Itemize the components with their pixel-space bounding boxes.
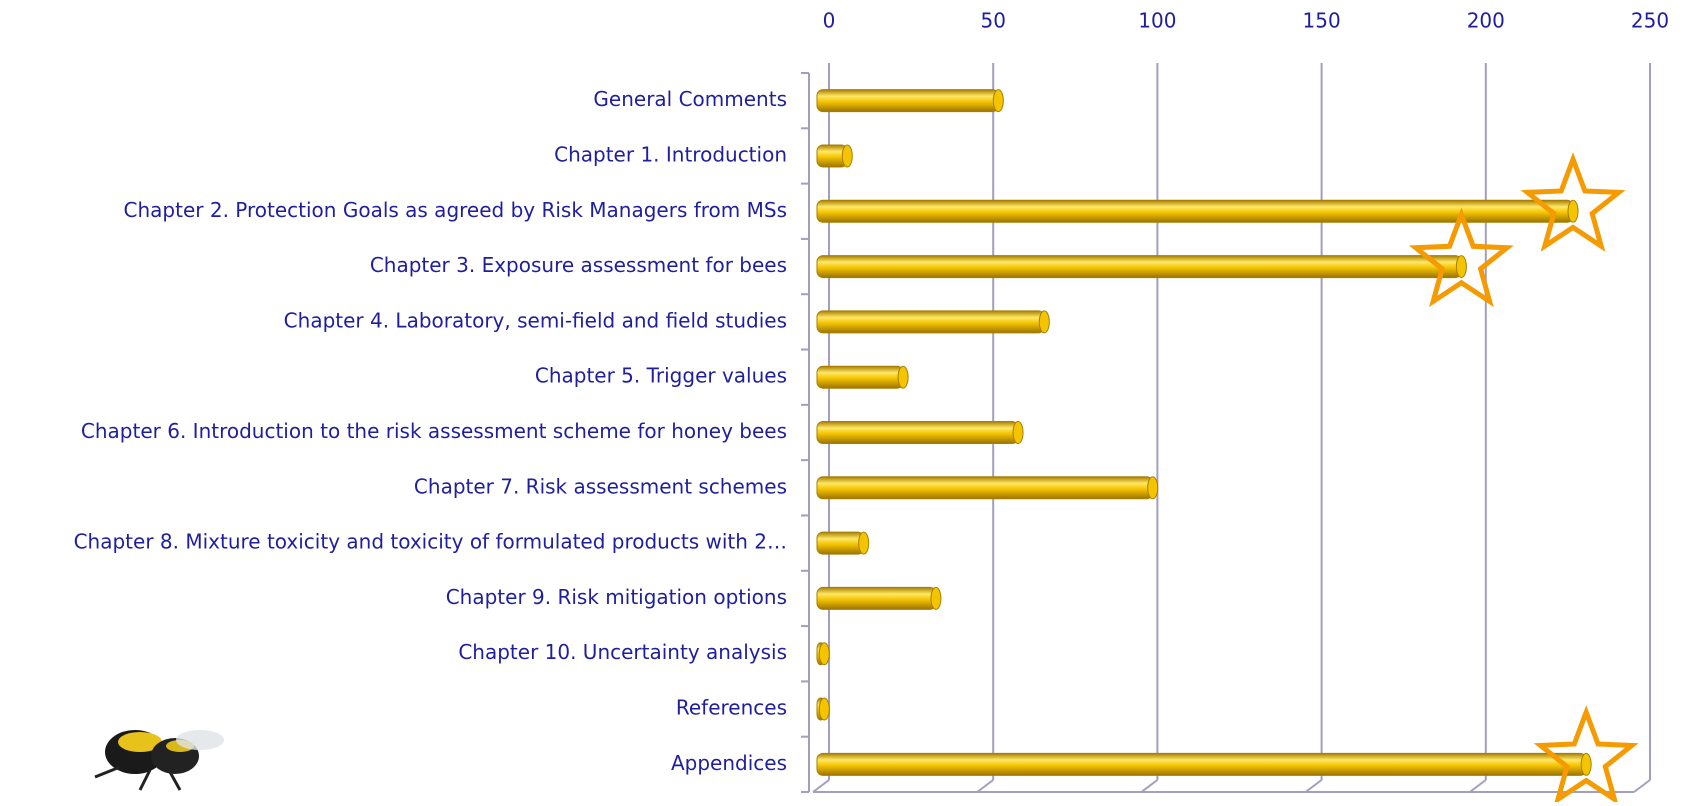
highlight-star [1408,207,1514,308]
highlight-star [1533,705,1639,805]
bar [816,89,999,113]
bar-cap [1147,476,1159,500]
y-tick-label: Appendices [671,751,787,775]
y-tick-label: Chapter 8. Mixture toxicity and toxicity… [74,530,787,554]
tick-mark [976,779,994,793]
bar [816,421,1019,444]
highlight-star [1520,152,1626,252]
y-tick-label: Chapter 6. Introduction to the risk asse… [81,419,787,443]
x-tick-label: 50 [980,9,1005,33]
bar-cap [897,365,909,389]
bar [816,531,865,555]
bar-cap [1580,752,1592,776]
bar-cap [858,531,870,555]
bar-cap [930,586,942,610]
x-tick-label: 200 [1467,9,1505,33]
x-tick-label: 250 [1631,9,1669,33]
tick-mark [1140,779,1159,793]
bar-cap [992,89,1004,113]
y-tick-label: Chapter 5. Trigger values [535,364,787,388]
bar [816,476,1154,500]
y-tick-label: Chapter 1. Introduction [554,142,787,166]
x-tick-label: 0 [823,9,836,33]
y-tick-label: General Comments [593,87,787,111]
x-tick-label: 100 [1138,9,1176,33]
x-tick-label: 150 [1303,9,1341,33]
y-tick-label: Chapter 9. Risk mitigation options [446,585,787,609]
tick-mark [1469,779,1487,793]
y-tick-label: Chapter 2. Protection Goals as agreed by… [124,198,787,222]
bee-image [94,730,224,791]
bar [816,365,904,389]
bar-cap [1455,255,1467,279]
bar-cap [1012,421,1024,444]
tick-mark [812,779,830,793]
bar [816,255,1462,279]
tick-mark [1304,779,1323,793]
tick-mark [1633,779,1651,793]
bar-cap [818,697,830,721]
bar-cap [1567,199,1579,223]
y-tick-label: Chapter 3. Exposure assessment for bees [370,253,787,277]
y-tick-label: Chapter 4. Laboratory, semi-field and fi… [284,308,787,332]
y-tick-label: Chapter 7. Risk assessment schemes [414,474,787,498]
bar-cap [841,144,853,168]
bar-cap [818,642,830,666]
bar-cap [1038,310,1050,334]
bar [816,586,937,610]
y-tick-label: References [676,696,787,720]
bar [816,752,1587,776]
y-tick-label: Chapter 10. Uncertainty analysis [458,640,787,664]
bar [816,310,1045,334]
